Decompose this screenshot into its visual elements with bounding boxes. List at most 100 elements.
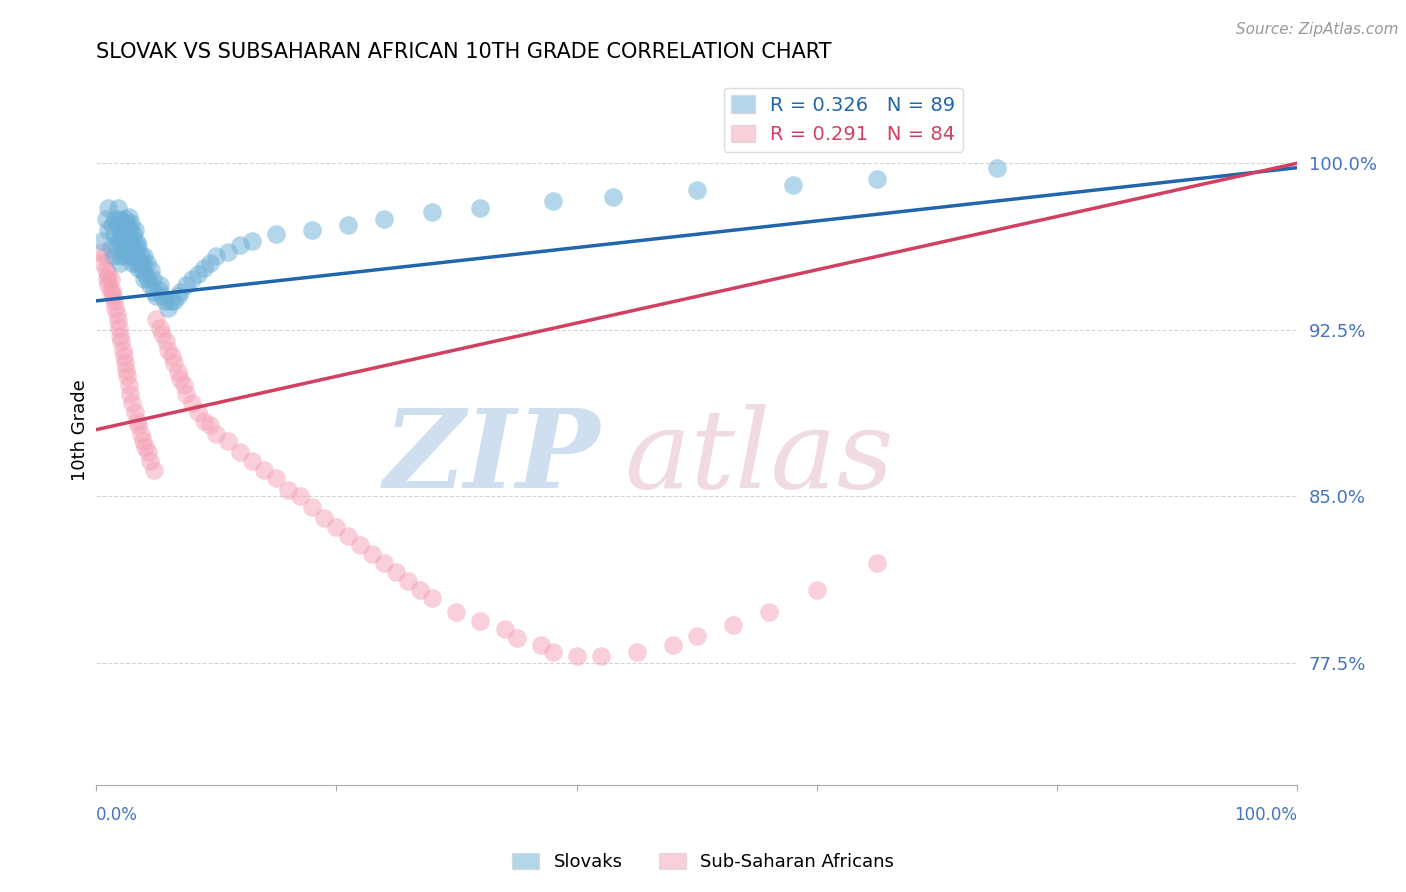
Point bbox=[253, 462, 276, 476]
Point bbox=[155, 334, 177, 348]
Text: atlas: atlas bbox=[624, 404, 894, 512]
Point bbox=[470, 201, 492, 215]
Point bbox=[685, 183, 707, 197]
Point bbox=[217, 245, 239, 260]
Point bbox=[529, 638, 551, 652]
Point bbox=[505, 632, 527, 646]
Point bbox=[97, 278, 120, 293]
Point bbox=[112, 350, 135, 364]
Point bbox=[266, 471, 288, 485]
Point bbox=[159, 293, 181, 308]
Point bbox=[314, 511, 336, 525]
Point bbox=[110, 250, 132, 264]
Point bbox=[117, 210, 139, 224]
Point bbox=[108, 234, 131, 248]
Point bbox=[132, 434, 155, 448]
Point bbox=[446, 605, 468, 619]
Point bbox=[111, 245, 134, 260]
Point bbox=[149, 320, 172, 334]
Point bbox=[153, 293, 176, 308]
Point bbox=[150, 327, 173, 342]
Point bbox=[396, 574, 419, 588]
Point bbox=[125, 256, 148, 270]
Point bbox=[142, 271, 165, 285]
Point bbox=[661, 638, 683, 652]
Point bbox=[117, 232, 139, 246]
Point bbox=[107, 314, 129, 328]
Point bbox=[124, 405, 146, 419]
Point bbox=[127, 260, 149, 275]
Point bbox=[125, 234, 148, 248]
Point bbox=[103, 293, 125, 308]
Point bbox=[131, 262, 153, 277]
Point bbox=[112, 241, 135, 255]
Point bbox=[986, 161, 1008, 175]
Legend: Slovaks, Sub-Saharan Africans: Slovaks, Sub-Saharan Africans bbox=[505, 846, 901, 879]
Point bbox=[758, 605, 780, 619]
Point bbox=[157, 343, 180, 357]
Point bbox=[104, 211, 127, 226]
Point bbox=[114, 356, 136, 370]
Point bbox=[205, 427, 228, 442]
Point bbox=[200, 256, 222, 270]
Point bbox=[160, 350, 183, 364]
Point bbox=[169, 371, 191, 385]
Point bbox=[193, 260, 215, 275]
Point bbox=[115, 227, 138, 242]
Point bbox=[134, 271, 156, 285]
Point bbox=[157, 301, 180, 315]
Point bbox=[96, 271, 118, 285]
Point bbox=[806, 582, 828, 597]
Point bbox=[866, 556, 889, 570]
Point bbox=[108, 329, 131, 343]
Point bbox=[150, 289, 173, 303]
Point bbox=[112, 219, 135, 233]
Point bbox=[240, 454, 263, 468]
Point bbox=[121, 396, 143, 410]
Point bbox=[325, 520, 347, 534]
Point bbox=[97, 201, 120, 215]
Point bbox=[685, 629, 707, 643]
Point bbox=[205, 250, 228, 264]
Point bbox=[136, 445, 159, 459]
Point bbox=[240, 234, 263, 248]
Point bbox=[118, 387, 141, 401]
Point bbox=[290, 489, 312, 503]
Point bbox=[129, 250, 152, 264]
Point bbox=[117, 216, 139, 230]
Point bbox=[422, 205, 444, 219]
Point bbox=[125, 414, 148, 428]
Point bbox=[129, 427, 152, 442]
Point bbox=[111, 343, 134, 357]
Point bbox=[301, 223, 323, 237]
Point bbox=[422, 591, 444, 606]
Point bbox=[94, 262, 117, 277]
Point bbox=[148, 283, 170, 297]
Point bbox=[337, 529, 360, 543]
Point bbox=[589, 649, 612, 664]
Text: SLOVAK VS SUBSAHARAN AFRICAN 10TH GRADE CORRELATION CHART: SLOVAK VS SUBSAHARAN AFRICAN 10TH GRADE … bbox=[96, 42, 832, 62]
Point bbox=[118, 245, 141, 260]
Point bbox=[117, 378, 139, 392]
Point bbox=[142, 462, 165, 476]
Point bbox=[110, 227, 132, 242]
Point bbox=[97, 223, 120, 237]
Point bbox=[127, 418, 149, 433]
Point bbox=[108, 320, 131, 334]
Point bbox=[373, 211, 395, 226]
Point bbox=[565, 649, 588, 664]
Point bbox=[470, 614, 492, 628]
Point bbox=[118, 223, 141, 237]
Point bbox=[361, 547, 384, 561]
Point bbox=[134, 267, 156, 281]
Point bbox=[541, 194, 564, 208]
Point bbox=[163, 293, 186, 308]
Point bbox=[108, 234, 131, 248]
Point bbox=[121, 234, 143, 248]
Point bbox=[105, 307, 128, 321]
Point bbox=[217, 434, 239, 448]
Point bbox=[120, 238, 142, 252]
Point bbox=[141, 262, 163, 277]
Point bbox=[174, 278, 197, 293]
Point bbox=[782, 178, 804, 193]
